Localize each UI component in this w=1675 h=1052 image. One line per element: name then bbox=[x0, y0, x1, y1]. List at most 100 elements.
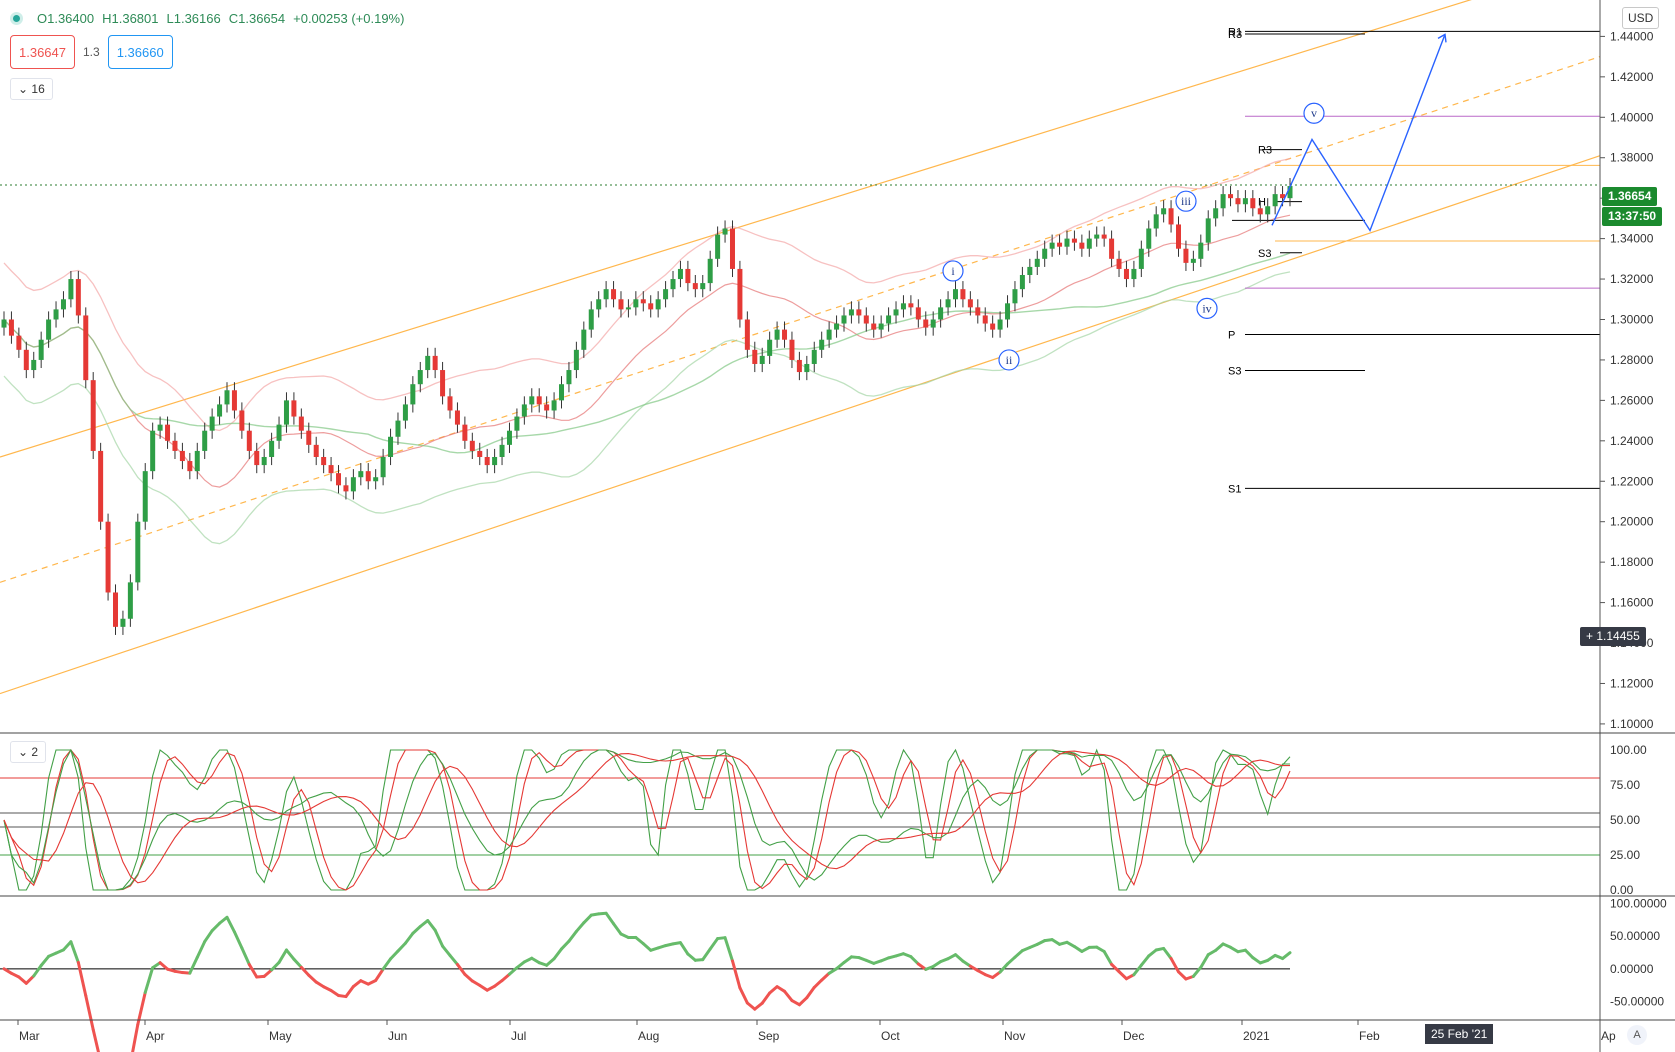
candle-body bbox=[930, 319, 936, 328]
candle-body bbox=[246, 430, 252, 451]
stoch-tick-label: 25.00 bbox=[1610, 848, 1640, 862]
osc-segment bbox=[515, 960, 526, 970]
candle-body bbox=[142, 471, 148, 522]
osc-segment bbox=[634, 936, 645, 946]
candle-body bbox=[551, 400, 557, 411]
osc-segment bbox=[1214, 942, 1225, 952]
candle-body bbox=[1086, 238, 1092, 249]
candle-body bbox=[120, 618, 126, 627]
candle-body bbox=[16, 335, 22, 350]
candle-body bbox=[261, 456, 267, 466]
osc-segment bbox=[76, 960, 88, 998]
crosshair-price: 1.14455 bbox=[1596, 629, 1640, 643]
candle-body bbox=[581, 329, 587, 350]
candle-body bbox=[633, 299, 639, 308]
candle-body bbox=[373, 477, 379, 482]
pivot-label: P bbox=[1228, 329, 1235, 341]
candle-body bbox=[722, 228, 728, 235]
osc-segment bbox=[24, 974, 36, 985]
candle-body bbox=[410, 384, 416, 405]
osc-segment bbox=[455, 962, 467, 976]
osc-segment bbox=[262, 968, 274, 978]
spread-value: 1.3 bbox=[83, 45, 100, 59]
candle-body bbox=[975, 307, 981, 316]
candle-body bbox=[298, 416, 304, 431]
channel-lower bbox=[0, 155, 1601, 695]
candle-body bbox=[1235, 198, 1241, 205]
candle-body bbox=[1094, 234, 1100, 239]
candle-body bbox=[1034, 258, 1040, 267]
candle-body bbox=[648, 303, 654, 310]
osc-segment bbox=[188, 955, 199, 975]
candle-body bbox=[150, 430, 156, 472]
stoch-pane-toggle[interactable]: ⌄ 2 bbox=[10, 741, 47, 763]
auto-scale-button[interactable]: A bbox=[1627, 1025, 1647, 1045]
x-tick-label: Mar bbox=[19, 1029, 40, 1043]
stoch-pane-count: 2 bbox=[31, 745, 39, 759]
osc-segment bbox=[143, 966, 155, 994]
candle-body bbox=[655, 299, 661, 310]
candle-body bbox=[573, 349, 579, 371]
osc-segment bbox=[240, 946, 251, 966]
osc-segment bbox=[411, 924, 422, 935]
candle-body bbox=[432, 355, 438, 371]
candle-body bbox=[231, 390, 237, 411]
candle-body bbox=[224, 390, 230, 405]
y-tick-label: 1.26000 bbox=[1610, 393, 1654, 407]
upper-band bbox=[3, 157, 1291, 432]
buy-button[interactable]: 1.36660 bbox=[107, 35, 173, 69]
osc-segment bbox=[396, 941, 407, 953]
candle-body bbox=[990, 323, 996, 330]
candle-body bbox=[782, 329, 788, 340]
osc-segment bbox=[158, 961, 170, 971]
candle-body bbox=[915, 307, 921, 320]
y-tick-label: 1.10000 bbox=[1610, 717, 1654, 731]
candle-body bbox=[856, 309, 862, 316]
candle-body bbox=[365, 471, 371, 482]
x-tick-label: Dec bbox=[1123, 1029, 1144, 1043]
candle-body bbox=[254, 450, 260, 466]
osc-segment bbox=[612, 922, 623, 936]
candle-body bbox=[135, 521, 141, 583]
stoch-d-fast bbox=[3, 749, 1291, 891]
candle-body bbox=[1049, 242, 1055, 249]
currency-button[interactable]: USD bbox=[1622, 7, 1660, 29]
osc-segment bbox=[560, 939, 571, 951]
candle-body bbox=[209, 416, 215, 431]
pivot-label: R3 bbox=[1258, 145, 1272, 157]
candle-body bbox=[23, 349, 29, 371]
candle-body bbox=[202, 430, 208, 451]
candle-body bbox=[744, 319, 750, 350]
candle-body bbox=[640, 299, 646, 304]
osc-segment bbox=[1132, 963, 1143, 977]
candle-body bbox=[1, 319, 7, 328]
osc-segment bbox=[805, 985, 816, 1000]
stoch-k-slow bbox=[3, 748, 1291, 891]
candle-body bbox=[75, 279, 81, 316]
main-pane-toggle[interactable]: ⌄ 16 bbox=[10, 78, 53, 100]
candle-body bbox=[172, 440, 178, 451]
crosshair-date-tag: 25 Feb '21 bbox=[1425, 1024, 1494, 1044]
candle-body bbox=[789, 339, 795, 360]
candle-body bbox=[113, 592, 119, 627]
osc-segment bbox=[1162, 946, 1173, 960]
candle-body bbox=[997, 319, 1003, 330]
quote-panel: 1.36647 1.3 1.36660 bbox=[10, 35, 173, 69]
osc-segment bbox=[552, 947, 564, 961]
countdown-tag: 13:37:50 bbox=[1602, 207, 1663, 226]
candle-body bbox=[878, 323, 884, 330]
osc-segment bbox=[1191, 965, 1203, 978]
candle-body bbox=[127, 582, 133, 619]
candle-body bbox=[603, 289, 609, 300]
osc-segment bbox=[723, 936, 734, 963]
candle-body bbox=[834, 323, 840, 330]
sell-button[interactable]: 1.36647 bbox=[10, 35, 75, 69]
osc-segment bbox=[745, 1001, 757, 1011]
pivot-label: S1 bbox=[1228, 483, 1241, 495]
candle-body bbox=[83, 315, 89, 381]
candle-body bbox=[380, 456, 386, 478]
close-value: C1.36654 bbox=[228, 10, 286, 26]
osc-segment bbox=[678, 941, 690, 956]
